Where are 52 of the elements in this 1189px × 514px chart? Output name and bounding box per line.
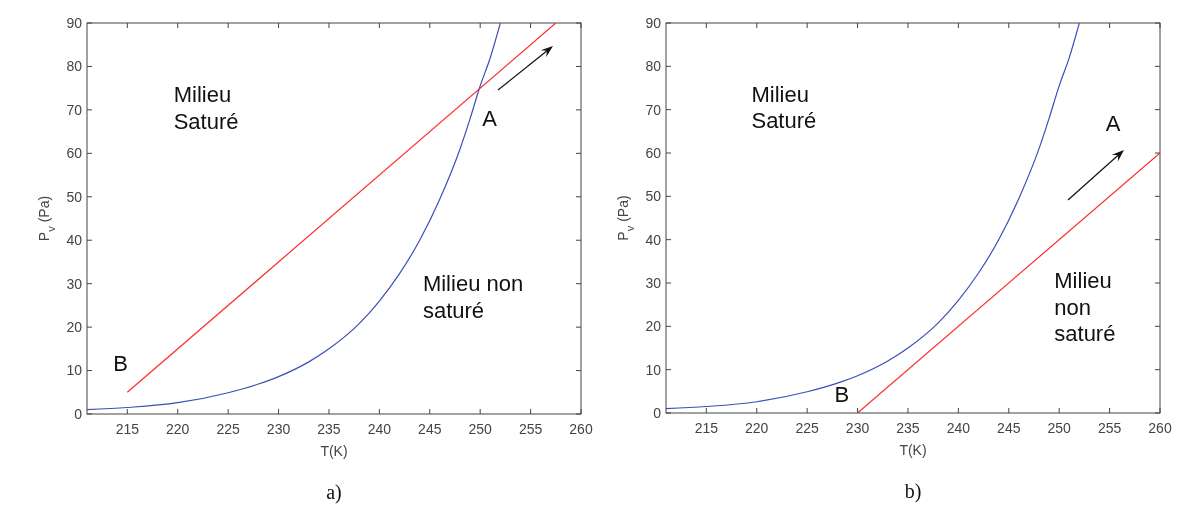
y-tick-label: 50 xyxy=(645,188,662,205)
x-axis-title: T(K) xyxy=(320,443,348,459)
y-tick-label: 20 xyxy=(645,318,662,335)
annotation: A xyxy=(482,106,498,132)
y-tick-label: 90 xyxy=(645,14,662,31)
x-tick-label: 255 xyxy=(518,421,543,437)
annotation: Milieu non saturé xyxy=(1054,268,1116,347)
y-tick-label: 40 xyxy=(645,231,662,248)
x-tick-label: 240 xyxy=(946,420,971,436)
y-tick-label: 60 xyxy=(66,145,83,162)
x-tick-label: 230 xyxy=(845,420,870,436)
annotation: A xyxy=(1105,110,1121,136)
y-tick-label: 50 xyxy=(66,188,83,205)
x-tick-label: 260 xyxy=(1148,420,1172,436)
y-tick-label: 20 xyxy=(66,319,83,336)
y-tick-label: 40 xyxy=(66,232,83,249)
y-tick-label: 80 xyxy=(66,58,83,75)
x-tick-label: 215 xyxy=(694,420,719,436)
y-tick-label: 60 xyxy=(645,144,662,161)
x-axis-title: T(K) xyxy=(899,442,927,458)
x-tick-label: 250 xyxy=(1047,420,1072,436)
y-tick-label: 10 xyxy=(66,362,83,379)
annotation: B xyxy=(834,381,850,407)
y-tick-label: 0 xyxy=(653,404,662,421)
y-tick-label: 30 xyxy=(66,275,83,292)
annotation: Milieu non saturé xyxy=(422,271,524,323)
x-tick-label: 230 xyxy=(266,421,291,437)
x-tick-label: 260 xyxy=(569,421,593,437)
y-tick-label: 90 xyxy=(66,14,83,31)
x-tick-label: 215 xyxy=(115,421,140,437)
y-tick-label: 80 xyxy=(645,58,662,75)
x-tick-label: 225 xyxy=(795,420,820,436)
x-tick-label: 250 xyxy=(468,421,493,437)
y-tick-label: 0 xyxy=(74,405,83,422)
text: b) xyxy=(904,480,922,503)
y-tick-label: 70 xyxy=(645,101,662,118)
x-tick-label: 255 xyxy=(1097,420,1122,436)
x-tick-label: 220 xyxy=(166,421,190,437)
x-tick-label: 220 xyxy=(745,420,769,436)
annotation: Milieu Saturé xyxy=(751,82,817,134)
y-tick-label: 10 xyxy=(645,361,662,378)
x-tick-label: 245 xyxy=(997,420,1021,436)
text: a) xyxy=(326,481,342,504)
x-tick-label: 245 xyxy=(418,421,442,437)
annotation: Milieu Saturé xyxy=(173,82,239,134)
x-tick-label: 235 xyxy=(896,420,920,436)
x-tick-label: 235 xyxy=(317,421,341,437)
y-tick-label: 30 xyxy=(645,274,662,291)
annotation: B xyxy=(113,351,128,377)
x-tick-label: 240 xyxy=(367,421,392,437)
x-tick-label: 225 xyxy=(216,421,241,437)
y-tick-label: 70 xyxy=(66,101,83,118)
